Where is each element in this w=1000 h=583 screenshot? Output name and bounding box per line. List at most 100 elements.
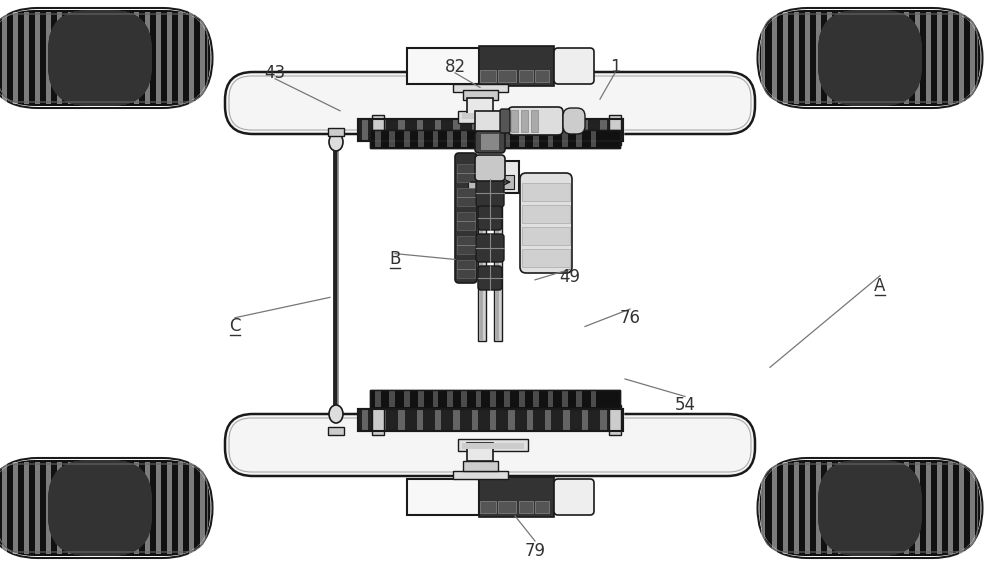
Bar	[860, 12, 865, 104]
Bar	[463, 90, 498, 100]
FancyBboxPatch shape	[520, 173, 572, 273]
Bar	[915, 462, 920, 554]
Bar	[2, 462, 7, 554]
Bar	[838, 462, 843, 554]
Bar	[68, 462, 73, 554]
Bar	[805, 12, 810, 104]
Bar	[490, 410, 496, 430]
Bar	[435, 410, 441, 430]
Bar	[548, 131, 553, 147]
Bar	[794, 462, 799, 554]
Bar	[494, 191, 502, 341]
Bar	[462, 113, 524, 119]
Ellipse shape	[329, 133, 343, 151]
Bar	[370, 390, 620, 408]
Bar	[493, 134, 499, 150]
Bar	[457, 236, 475, 254]
Bar	[200, 12, 205, 104]
Bar	[562, 131, 568, 147]
Bar	[432, 131, 438, 147]
Text: C: C	[229, 318, 241, 335]
Bar	[827, 12, 832, 104]
FancyBboxPatch shape	[48, 460, 152, 556]
Bar	[576, 131, 582, 147]
Text: A: A	[874, 277, 886, 294]
Bar	[591, 131, 596, 147]
Bar	[134, 12, 139, 104]
Bar	[600, 410, 607, 430]
Bar	[447, 131, 453, 147]
Text: 1: 1	[610, 58, 620, 76]
Bar	[490, 131, 496, 147]
Bar	[893, 462, 898, 554]
Bar	[156, 462, 161, 554]
Bar	[362, 410, 368, 430]
Bar	[46, 12, 51, 104]
Bar	[458, 111, 528, 123]
Bar	[35, 12, 40, 104]
Text: 54: 54	[674, 396, 696, 414]
FancyBboxPatch shape	[475, 131, 505, 153]
Bar	[68, 12, 73, 104]
Bar	[123, 462, 128, 554]
FancyBboxPatch shape	[48, 10, 152, 106]
Bar	[417, 410, 423, 430]
Bar	[511, 110, 518, 132]
Bar	[904, 12, 909, 104]
Bar	[370, 390, 620, 408]
Bar	[600, 120, 607, 140]
Bar	[480, 191, 483, 341]
Bar	[453, 471, 508, 479]
Bar	[407, 48, 479, 84]
Bar	[508, 410, 515, 430]
Bar	[463, 161, 519, 193]
FancyBboxPatch shape	[554, 479, 594, 515]
Bar	[545, 120, 551, 140]
Bar	[531, 110, 538, 132]
Bar	[468, 175, 514, 189]
Bar	[608, 115, 620, 145]
Bar	[582, 120, 588, 140]
Bar	[167, 462, 172, 554]
Bar	[783, 12, 788, 104]
Bar	[970, 12, 975, 104]
Bar	[519, 501, 533, 513]
Bar	[816, 12, 821, 104]
Bar	[522, 205, 570, 223]
FancyBboxPatch shape	[0, 458, 212, 558]
FancyBboxPatch shape	[476, 234, 504, 262]
Bar	[490, 120, 496, 140]
Text: 49: 49	[560, 268, 580, 286]
Bar	[472, 120, 478, 140]
Bar	[362, 120, 368, 140]
Bar	[358, 119, 622, 141]
Bar	[372, 115, 384, 145]
Bar	[926, 12, 931, 104]
FancyBboxPatch shape	[760, 460, 980, 556]
Bar	[761, 462, 765, 554]
Bar	[476, 391, 481, 407]
Bar	[101, 462, 106, 554]
FancyBboxPatch shape	[48, 460, 152, 556]
Bar	[167, 12, 172, 104]
Text: 43: 43	[264, 64, 286, 82]
Bar	[380, 410, 386, 430]
Bar	[57, 462, 62, 554]
Text: 79: 79	[524, 542, 546, 560]
Bar	[582, 410, 588, 430]
Bar	[189, 12, 194, 104]
FancyBboxPatch shape	[554, 48, 594, 84]
Bar	[112, 12, 117, 104]
Bar	[562, 391, 568, 407]
Bar	[504, 131, 510, 147]
Bar	[948, 462, 953, 554]
Bar	[498, 501, 516, 513]
Text: B: B	[389, 251, 401, 268]
Bar	[2, 12, 7, 104]
Bar	[487, 134, 493, 150]
Bar	[398, 120, 405, 140]
FancyBboxPatch shape	[760, 10, 980, 106]
Bar	[370, 130, 620, 148]
Bar	[959, 12, 964, 104]
Bar	[479, 46, 554, 86]
